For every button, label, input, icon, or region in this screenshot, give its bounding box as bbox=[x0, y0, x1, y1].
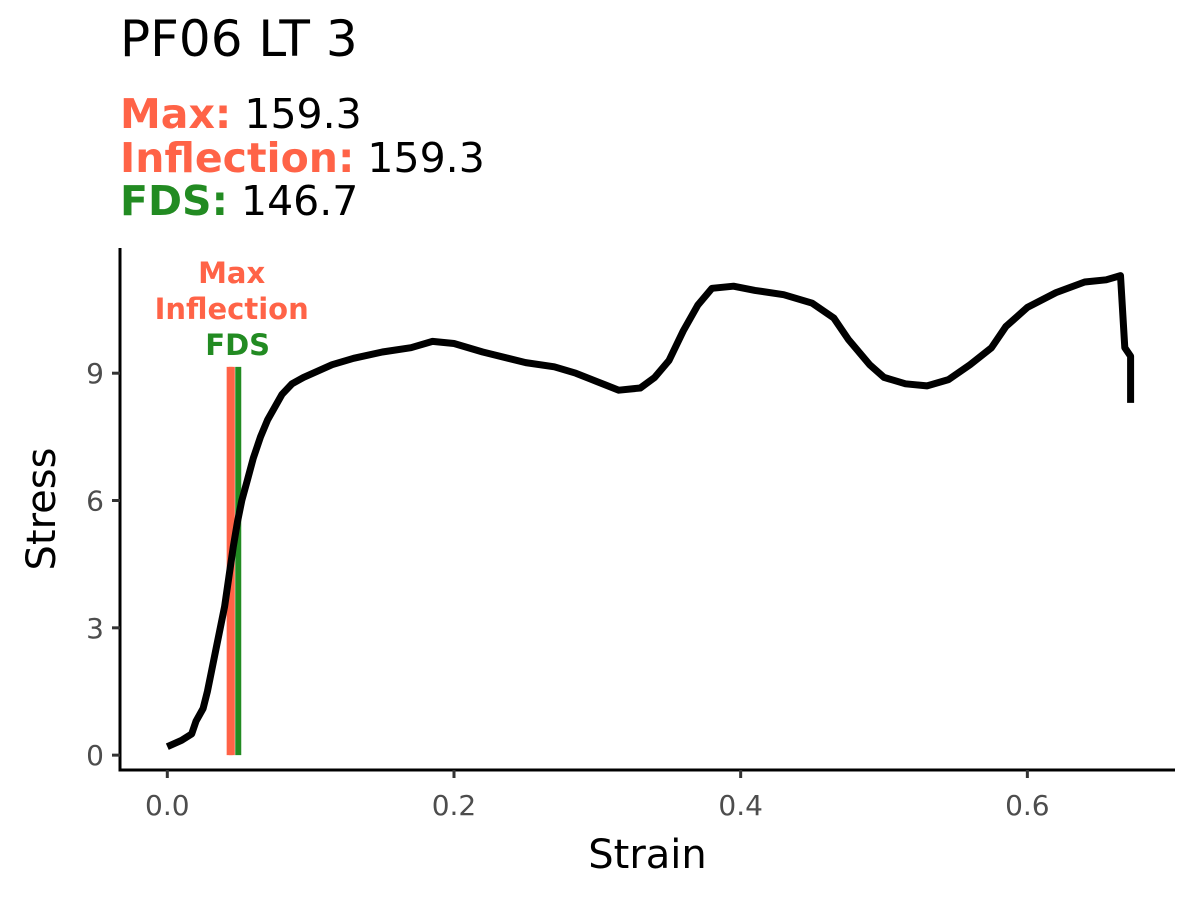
max-subtitle-label: Max: bbox=[120, 90, 232, 138]
x-tick-label: 0.0 bbox=[145, 789, 190, 822]
y-tick-label: 6 bbox=[86, 485, 104, 518]
max-subtitle-value: 159.3 bbox=[244, 90, 362, 138]
y-tick-label: 9 bbox=[86, 357, 104, 390]
vline-label-inflection: Inflection bbox=[155, 292, 309, 326]
vline-label-max: Max bbox=[198, 256, 265, 290]
y-tick-label: 3 bbox=[86, 612, 104, 645]
vline-label-fds: FDS bbox=[205, 328, 270, 362]
chart-title: PF06 LT 3 bbox=[120, 10, 358, 68]
inflection-subtitle-value: 159.3 bbox=[367, 134, 485, 182]
inflection-subtitle: Inflection: 159.3 bbox=[120, 138, 485, 179]
max-subtitle: Max: 159.3 bbox=[120, 94, 362, 135]
y-tick-label: 0 bbox=[86, 739, 104, 772]
fds-subtitle: FDS: 146.7 bbox=[120, 181, 358, 222]
x-tick-label: 0.4 bbox=[718, 789, 763, 822]
inflection-subtitle-label: Inflection: bbox=[120, 134, 355, 182]
x-axis-title: Strain bbox=[588, 832, 707, 878]
stress-strain-line bbox=[165, 272, 1135, 750]
fds-subtitle-value: 146.7 bbox=[241, 177, 359, 225]
x-tick-label: 0.2 bbox=[432, 789, 477, 822]
fds-subtitle-label: FDS: bbox=[120, 177, 228, 225]
y-axis-title: Stress bbox=[19, 448, 65, 571]
x-tick-label: 0.6 bbox=[1005, 789, 1050, 822]
